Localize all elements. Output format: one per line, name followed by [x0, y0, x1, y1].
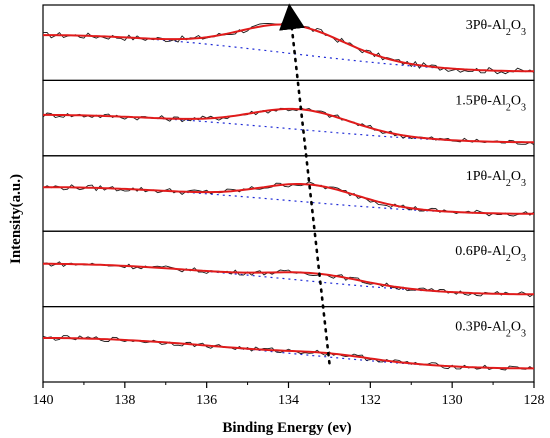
background-line: [43, 263, 534, 295]
x-tick-label: 128: [524, 393, 545, 408]
x-axis: 140 138 136 134 132 130 128: [33, 382, 545, 408]
panel-frame: [42, 79, 535, 157]
panel-frame: [42, 155, 535, 232]
panel-label: 1.5Pθ-Al2O3: [455, 93, 526, 113]
raw-spectrum-line: [42, 335, 535, 371]
panel-frame: [42, 230, 535, 308]
y-axis-title: Intensity(a.u.): [8, 174, 24, 264]
fitted-curve-line: [43, 183, 534, 215]
spectrum-panel: 1Pθ-Al2O3: [42, 155, 535, 232]
x-tick-label: 138: [114, 393, 135, 408]
panel-label: 0.3Pθ-Al2O3: [455, 320, 526, 340]
x-tick-label: 130: [442, 393, 463, 408]
fitted-curve-line: [43, 337, 534, 370]
panel-label: 0.6Pθ-Al2O3: [455, 244, 526, 264]
fitted-curve-line: [43, 107, 534, 144]
spectrum-panel: 1.5Pθ-Al2O3: [42, 79, 535, 157]
x-tick-label: 140: [33, 393, 54, 408]
panel-label: 1Pθ-Al2O3: [466, 169, 526, 189]
fitted-curve-line: [43, 262, 534, 296]
x-tick-label: 132: [360, 393, 381, 408]
x-tick-label: 134: [278, 393, 299, 408]
fitted-curve-line: [43, 23, 534, 73]
raw-spectrum-line: [42, 20, 535, 75]
panel-label: 3Pθ-Al2O3: [466, 18, 526, 38]
spectrum-panel: 3Pθ-Al2O3: [42, 4, 535, 82]
trend-arrow: [279, 3, 331, 365]
panels-layer: 3Pθ-Al2O3 1.5Pθ-Al2O3 1Pθ-Al2O3 0.6Pθ-Al2O3…: [42, 4, 535, 383]
raw-spectrum-line: [42, 181, 535, 217]
x-axis-title: Binding Energy (ev): [222, 420, 351, 436]
background-line: [43, 34, 534, 72]
background-line: [43, 114, 534, 143]
x-tick-label: 136: [196, 393, 217, 408]
panel-frame: [42, 306, 535, 383]
peak-shift-trend: [279, 3, 331, 365]
spectrum-panel: 0.3Pθ-Al2O3: [42, 306, 535, 383]
background-line: [43, 337, 534, 369]
spectrum-panel: 0.6Pθ-Al2O3: [42, 230, 535, 308]
raw-spectrum-line: [42, 107, 535, 146]
